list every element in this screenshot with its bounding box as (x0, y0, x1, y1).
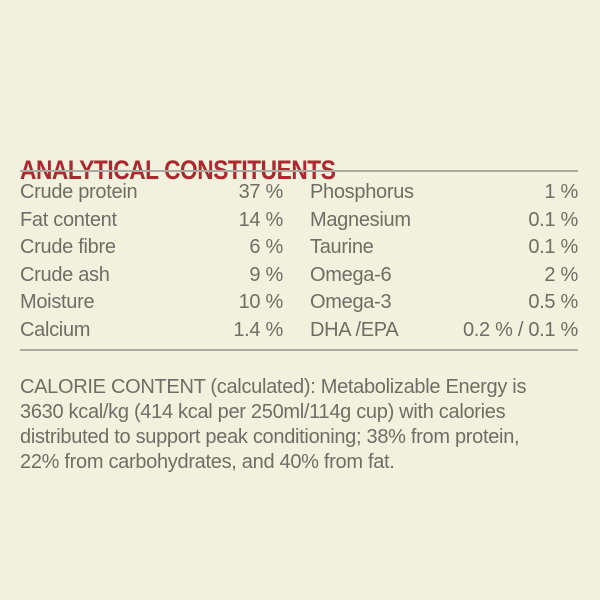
table-row: Moisture 10 % Omega-3 0.5 % (20, 289, 578, 317)
constituent-label: Magnesium (310, 208, 411, 231)
constituent-pair-left: Crude protein 37 % (20, 181, 283, 204)
divider-line-bottom (20, 349, 578, 351)
constituent-pair-right: Phosphorus 1 % (310, 181, 578, 204)
analytical-constituents-table: Crude protein 37 % Phosphorus 1 % Fat co… (20, 179, 578, 344)
table-row: Crude fibre 6 % Taurine 0.1 % (20, 234, 578, 262)
constituent-label: Omega-3 (310, 291, 392, 314)
constituent-pair-right: Omega-6 2 % (310, 264, 578, 287)
constituent-label: Omega-6 (310, 263, 392, 286)
constituent-label: Crude ash (20, 263, 110, 286)
calorie-content-paragraph: CALORIE CONTENT (calculated): Metaboliza… (20, 376, 527, 473)
constituent-value: 0.2 % / 0.1 % (462, 318, 578, 341)
constituent-label: Moisture (20, 291, 95, 314)
constituent-value: 2 % (544, 263, 578, 286)
divider-line-top (20, 170, 578, 172)
constituent-pair-left: Fat content 14 % (20, 209, 283, 232)
constituent-value: 10 % (238, 291, 284, 314)
constituent-value: 1 % (544, 181, 578, 204)
table-row: Crude protein 37 % Phosphorus 1 % (20, 179, 578, 207)
constituent-pair-left: Crude ash 9 % (20, 264, 283, 287)
constituent-label: Crude protein (20, 181, 138, 204)
constituent-pair-left: Crude fibre 6 % (20, 236, 283, 259)
constituent-pair-right: Omega-3 0.5 % (310, 291, 578, 314)
constituent-value: 9 % (249, 263, 283, 286)
constituent-pair-left: Calcium 1.4 % (20, 319, 283, 342)
table-row: Crude ash 9 % Omega-6 2 % (20, 262, 578, 290)
constituent-label: Phosphorus (310, 181, 414, 204)
constituent-pair-right: DHA /EPA 0.2 % / 0.1 % (310, 319, 578, 342)
constituent-value: 1.4 % (233, 318, 283, 341)
constituent-pair-left: Moisture 10 % (20, 291, 283, 314)
constituent-pair-right: Magnesium 0.1 % (310, 209, 578, 232)
constituent-value: 14 % (238, 208, 284, 231)
constituent-label: Taurine (310, 236, 374, 259)
table-row: Fat content 14 % Magnesium 0.1 % (20, 207, 578, 235)
constituent-label: DHA /EPA (310, 318, 399, 341)
constituent-label: Calcium (20, 318, 91, 341)
constituent-value: 6 % (249, 236, 283, 259)
constituent-pair-right: Taurine 0.1 % (310, 236, 578, 259)
constituent-label: Fat content (20, 208, 117, 231)
constituent-value: 37 % (238, 181, 284, 204)
constituent-value: 0.5 % (528, 291, 578, 314)
constituent-value: 0.1 % (528, 208, 578, 231)
constituent-label: Crude fibre (20, 236, 116, 259)
table-row: Calcium 1.4 % DHA /EPA 0.2 % / 0.1 % (20, 317, 578, 345)
constituent-value: 0.1 % (528, 236, 578, 259)
